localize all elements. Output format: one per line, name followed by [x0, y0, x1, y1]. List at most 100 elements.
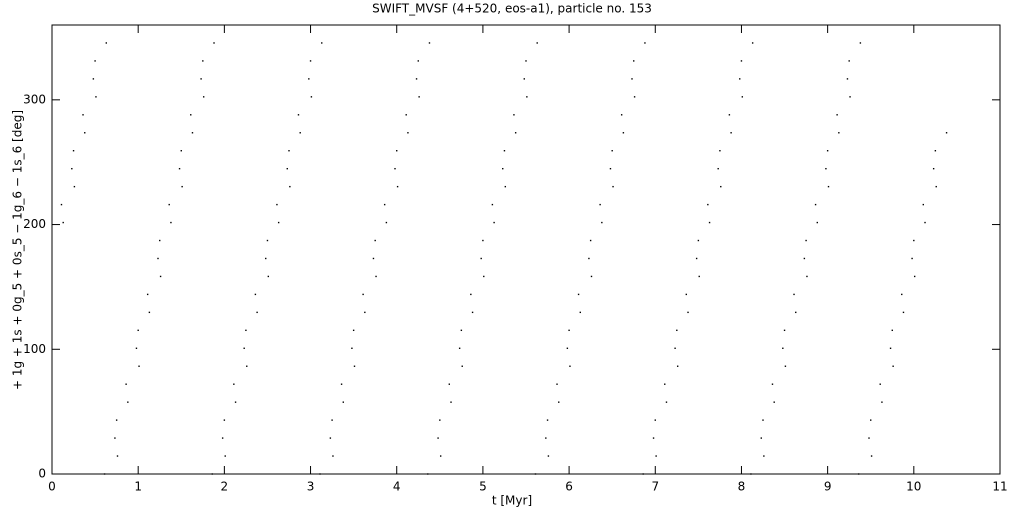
point [577, 293, 580, 296]
point [482, 239, 484, 242]
point [589, 239, 592, 242]
point [848, 60, 850, 62]
x-tick-label: 10 [906, 480, 921, 494]
point [773, 401, 775, 403]
point [740, 60, 743, 62]
point [825, 167, 827, 170]
point [224, 455, 226, 457]
point [396, 185, 399, 188]
point [590, 275, 593, 278]
point [234, 401, 237, 403]
point [826, 150, 829, 152]
point [708, 221, 711, 224]
point [319, 473, 321, 475]
point [82, 114, 84, 116]
point [200, 78, 202, 80]
point [502, 167, 504, 170]
x-tick-label: 8 [738, 480, 746, 494]
point [795, 311, 797, 314]
point [233, 383, 235, 385]
point [157, 257, 159, 260]
point [286, 167, 288, 170]
point [243, 347, 245, 349]
point [211, 473, 213, 475]
point [695, 257, 698, 260]
point [806, 275, 808, 278]
point [568, 329, 570, 332]
point [870, 419, 872, 421]
x-axis-label: t [Myr] [492, 494, 532, 508]
y-tick-label: 100 [23, 342, 46, 356]
point [687, 311, 689, 314]
point [418, 96, 420, 98]
point [202, 96, 205, 98]
point [213, 42, 215, 44]
point [491, 203, 494, 206]
point [94, 60, 96, 62]
point [299, 132, 301, 134]
point [62, 221, 64, 224]
point [265, 257, 267, 260]
point [857, 473, 860, 475]
point [73, 185, 76, 188]
point [332, 455, 334, 457]
x-tick-label: 7 [651, 480, 659, 494]
point [105, 42, 107, 44]
point [870, 455, 873, 457]
point [181, 185, 183, 188]
x-tick-label: 11 [992, 480, 1007, 494]
point [170, 221, 172, 224]
point [827, 185, 830, 188]
point [483, 275, 485, 278]
point [849, 96, 851, 98]
point [599, 203, 601, 206]
point [760, 437, 762, 439]
point [277, 221, 280, 224]
point [836, 114, 838, 116]
chart-title: SWIFT_MVSF (4+520, eos-a1), particle no.… [372, 2, 652, 16]
point [137, 329, 139, 332]
point [633, 60, 635, 62]
point [92, 78, 95, 80]
point [351, 347, 353, 349]
point [364, 311, 366, 314]
point [352, 329, 355, 332]
point [902, 311, 905, 314]
point [664, 383, 666, 385]
point [394, 167, 396, 170]
x-tick-label: 4 [393, 480, 401, 494]
point [739, 78, 741, 80]
point [545, 437, 547, 439]
point [763, 455, 765, 457]
point [114, 437, 116, 439]
point [547, 455, 550, 457]
point [569, 365, 571, 367]
point [493, 221, 495, 224]
point [911, 257, 913, 260]
x-tick-label: 0 [48, 480, 56, 494]
point [480, 257, 482, 260]
point [814, 203, 817, 206]
point [125, 383, 127, 385]
point [168, 203, 170, 206]
point [342, 401, 344, 403]
point [159, 275, 162, 278]
point [751, 42, 754, 44]
point [254, 293, 257, 296]
point [859, 42, 862, 44]
x-tick-label: 5 [479, 480, 487, 494]
point [471, 311, 474, 314]
point [245, 329, 247, 332]
point [525, 60, 527, 62]
point [417, 60, 419, 62]
point [631, 78, 633, 80]
point [383, 203, 386, 206]
point [223, 419, 226, 421]
point [297, 114, 300, 116]
point [611, 150, 613, 152]
point [846, 78, 849, 80]
point [783, 329, 786, 332]
point [620, 114, 623, 116]
